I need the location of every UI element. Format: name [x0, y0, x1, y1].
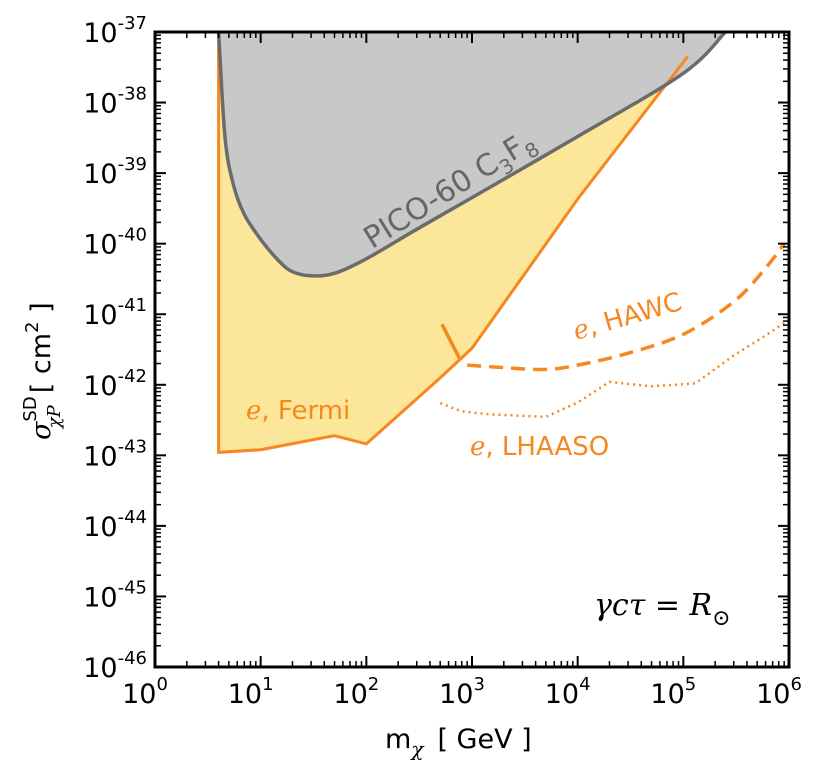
y-tick-label: 10-46: [83, 648, 147, 684]
x-axis-label: mχ[ GeV ]: [385, 724, 532, 761]
pico-limit-curve: [216, 32, 727, 278]
y-tick-label: 10-42: [83, 366, 147, 402]
lifetime-condition-label: γcτ = R⊙: [594, 588, 731, 631]
y-tick-label: 10-39: [83, 154, 147, 190]
hawc-limit-stub: [440, 323, 463, 362]
x-tick-label: 103: [439, 674, 485, 710]
x-tick-label: 102: [333, 674, 379, 710]
y-tick-label: 10-44: [83, 507, 147, 543]
x-tick-label: 101: [228, 674, 274, 710]
x-tick-label: 105: [650, 674, 696, 710]
x-tick-label: 100: [122, 674, 168, 710]
fermi-limit-curve: [217, 32, 689, 454]
y-tick-label: 10-40: [83, 225, 147, 261]
fermi-label: e, Fermi: [246, 396, 350, 426]
x-tick-label: 104: [545, 674, 591, 710]
hawc-limit-curve: [467, 242, 786, 372]
y-tick-label: 10-41: [83, 295, 147, 331]
lhaaso-label: e, LHAASO: [470, 432, 609, 462]
pico-excluded-region: [218, 32, 726, 276]
plot-frame: [153, 30, 791, 669]
y-tick-label: 10-43: [83, 436, 147, 472]
y-tick-label: 10-45: [83, 577, 147, 613]
axis-tick-labels: 100 101 102 103 104 105 106 10-37 10-38 10-39 10-4…: [83, 13, 802, 710]
y-axis-label: σSD χP[ cm2 ]: [20, 302, 65, 440]
y-tick-label: 10-38: [83, 84, 147, 120]
y-tick-label: 10-37: [83, 13, 147, 49]
hawc-label: e, HAWC: [570, 287, 686, 347]
x-tick-label: 106: [756, 674, 802, 710]
lhaaso-limit-curve: [439, 321, 785, 419]
